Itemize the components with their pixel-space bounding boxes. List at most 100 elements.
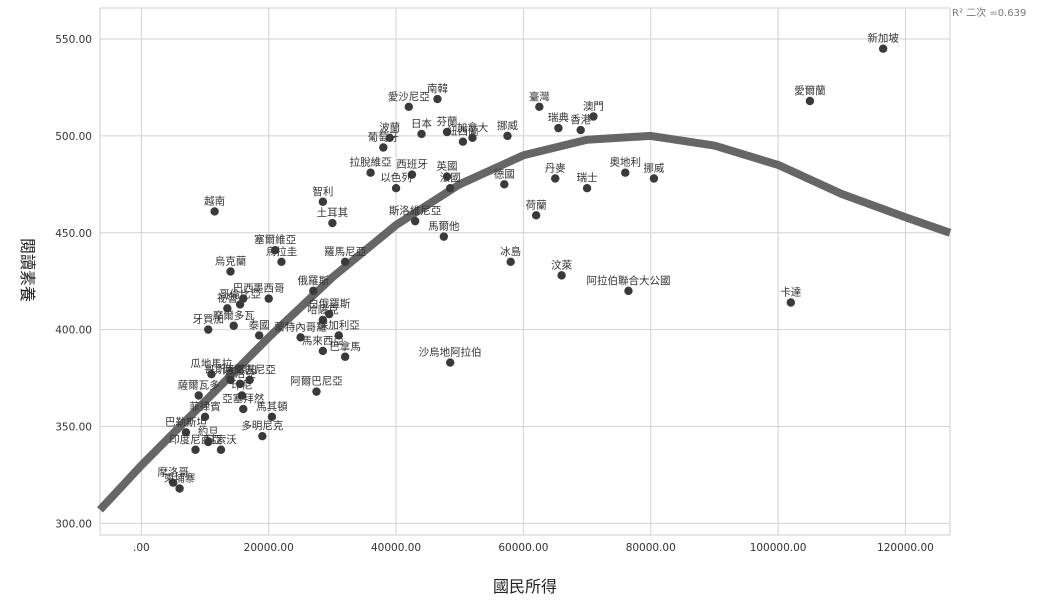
point-label: 芬蘭	[437, 115, 458, 128]
y-tick-label: 350.00	[55, 422, 92, 434]
point-label: 瑞士	[577, 171, 598, 184]
y-tick-label: 300.00	[55, 518, 92, 530]
data-point	[318, 197, 328, 206]
point-label: 以色列	[380, 171, 412, 184]
point-label: 保加利亞	[318, 318, 360, 331]
point-label: 多明尼克	[241, 419, 283, 432]
data-point	[379, 143, 388, 152]
point-label: 瑞典	[548, 111, 569, 124]
point-label: 羅馬尼亞	[324, 246, 366, 258]
point-label: 葡萄牙	[368, 131, 400, 144]
point-label: 臺灣	[529, 90, 550, 103]
point-label: 薩爾瓦多	[178, 379, 220, 392]
point-label: 哈薩克	[307, 303, 339, 316]
data-point	[277, 257, 286, 267]
point-label: 巴拿馬	[329, 340, 361, 353]
point-label: 阿爾巴尼亞	[223, 364, 276, 376]
point-label: 哥倫比亞	[219, 287, 261, 300]
data-point	[204, 437, 213, 447]
x-tick-label: 80000.00	[626, 542, 676, 554]
point-label: 烏拉圭	[266, 245, 298, 258]
point-label: 科索沃	[205, 433, 237, 446]
point-label: 菲律賓	[189, 400, 221, 413]
point-label: 斯洛維尼亞	[389, 204, 442, 217]
point-label: 南韓	[427, 82, 448, 95]
x-tick-label: .00	[133, 542, 150, 554]
data-point	[296, 333, 305, 342]
data-point	[340, 352, 350, 361]
point-label: 馬爾他	[428, 220, 460, 233]
y-tick-label: 400.00	[55, 325, 92, 337]
point-label: 拉脫維亞	[350, 156, 392, 169]
point-label: 蒙特內哥羅	[274, 320, 327, 333]
point-label: 西班牙	[396, 159, 428, 171]
data-point	[442, 127, 452, 137]
data-point	[621, 168, 630, 177]
data-point	[318, 346, 328, 356]
fit-r2-label: R² 二次 =0.639	[952, 6, 1026, 19]
fit-curve-group	[97, 131, 952, 513]
point-label: 愛爾蘭	[794, 84, 826, 97]
data-point	[535, 102, 544, 112]
point-label: 印度尼西亞	[169, 433, 222, 446]
data-point	[226, 375, 235, 385]
data-point	[417, 129, 426, 139]
point-label: 汶萊	[551, 258, 572, 271]
point-label: 土耳其	[317, 206, 349, 219]
data-point	[391, 183, 401, 193]
data-point	[582, 183, 592, 193]
y-tick-label: 500.00	[55, 131, 92, 143]
x-tick-label: 40000.00	[371, 542, 421, 554]
point-label: 阿爾巴尼亞	[290, 376, 343, 388]
data-point	[385, 133, 394, 143]
point-label: 墨西哥	[253, 283, 285, 295]
point-label: 波蘭	[379, 121, 400, 134]
grid	[99, 7, 951, 536]
data-point	[239, 294, 248, 303]
data-point	[245, 375, 254, 385]
data-point	[805, 96, 815, 106]
data-point	[223, 304, 232, 313]
data-point	[169, 478, 178, 487]
data-point	[216, 445, 226, 454]
data-point	[328, 218, 337, 228]
data-point	[270, 245, 280, 255]
point-label: 巴西	[233, 283, 254, 295]
data-point	[786, 298, 796, 307]
point-label: 馬來西亞	[302, 335, 344, 347]
data-point	[312, 387, 321, 396]
point-label: 祕魯	[217, 291, 238, 304]
data-point	[237, 391, 247, 400]
data-point	[458, 137, 468, 146]
data-point	[506, 257, 515, 267]
y-tick-label: 550.00	[55, 34, 92, 46]
data-point	[254, 331, 264, 340]
x-tick-label: 20000.00	[244, 542, 294, 554]
data-point	[445, 358, 455, 367]
point-label: 喬治亞	[224, 367, 256, 380]
data-point	[557, 271, 566, 280]
data-point	[442, 172, 452, 181]
point-label: 摩爾多瓦	[213, 309, 255, 322]
plot-frame	[99, 7, 951, 536]
x-tick-label: 120000.00	[877, 542, 934, 554]
point-label: 奧地利	[610, 156, 642, 169]
data-point	[649, 174, 659, 183]
data-point	[439, 232, 449, 241]
point-label: 挪威	[497, 119, 518, 132]
data-point	[226, 267, 235, 276]
point-label: 愛沙尼亞	[388, 90, 430, 103]
data-point	[589, 112, 598, 121]
data-point	[407, 170, 417, 179]
point-label: 塞爾維亞	[254, 233, 296, 246]
data-point	[191, 445, 200, 454]
fit-curve	[97, 131, 952, 513]
point-label: 德國	[494, 167, 515, 180]
data-point	[340, 257, 350, 267]
point-label: 澳門	[583, 100, 604, 113]
data-point	[264, 294, 273, 303]
data-points	[169, 44, 888, 493]
data-point	[207, 369, 216, 379]
point-label: 泰國	[249, 318, 270, 331]
